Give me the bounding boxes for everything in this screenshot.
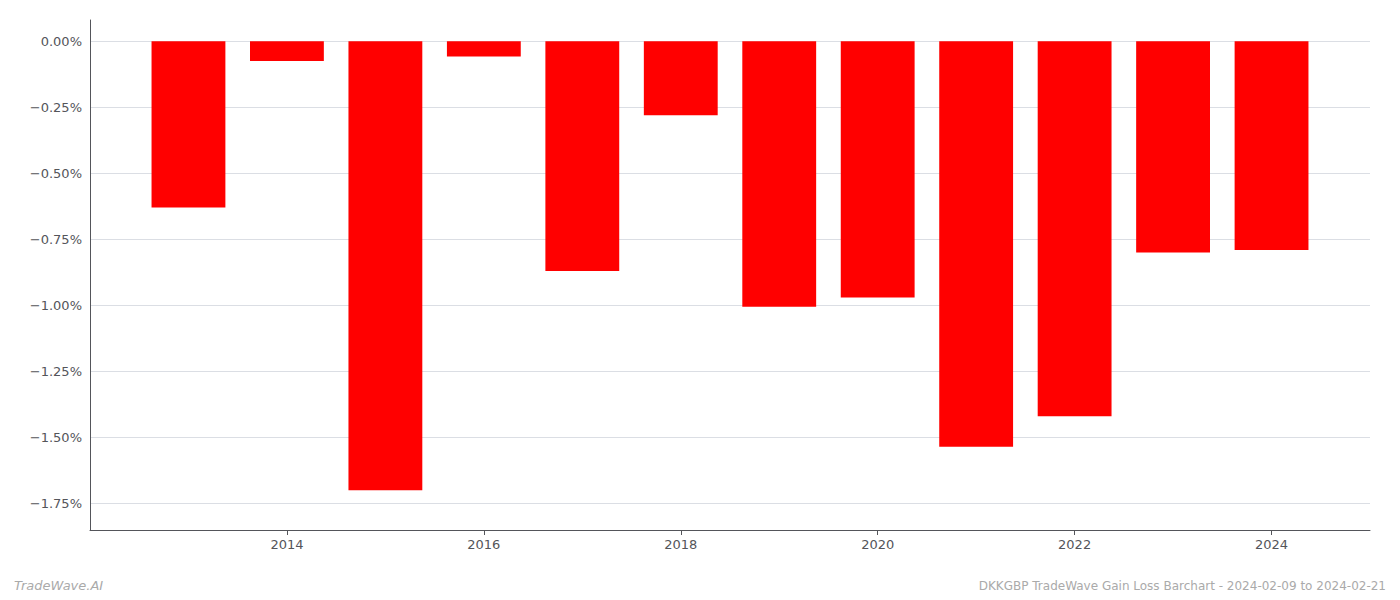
svg-text:DKKGBP TradeWave Gain Loss Bar: DKKGBP TradeWave Gain Loss Barchart - 20…	[979, 579, 1386, 593]
svg-text:2020: 2020	[861, 537, 894, 552]
svg-text:2014: 2014	[270, 537, 303, 552]
svg-text:TradeWave.AI: TradeWave.AI	[14, 578, 103, 593]
svg-text:2016: 2016	[467, 537, 500, 552]
svg-text:−1.25%: −1.25%	[30, 364, 82, 379]
svg-text:−1.75%: −1.75%	[30, 496, 82, 511]
svg-text:−1.50%: −1.50%	[30, 430, 82, 445]
svg-text:−0.75%: −0.75%	[30, 232, 82, 247]
svg-text:2024: 2024	[1255, 537, 1288, 552]
svg-text:−0.25%: −0.25%	[30, 100, 82, 115]
svg-text:2018: 2018	[664, 537, 697, 552]
svg-text:−1.00%: −1.00%	[30, 298, 82, 313]
svg-text:0.00%: 0.00%	[41, 34, 82, 49]
svg-text:2022: 2022	[1058, 537, 1091, 552]
svg-text:−0.50%: −0.50%	[30, 166, 82, 181]
